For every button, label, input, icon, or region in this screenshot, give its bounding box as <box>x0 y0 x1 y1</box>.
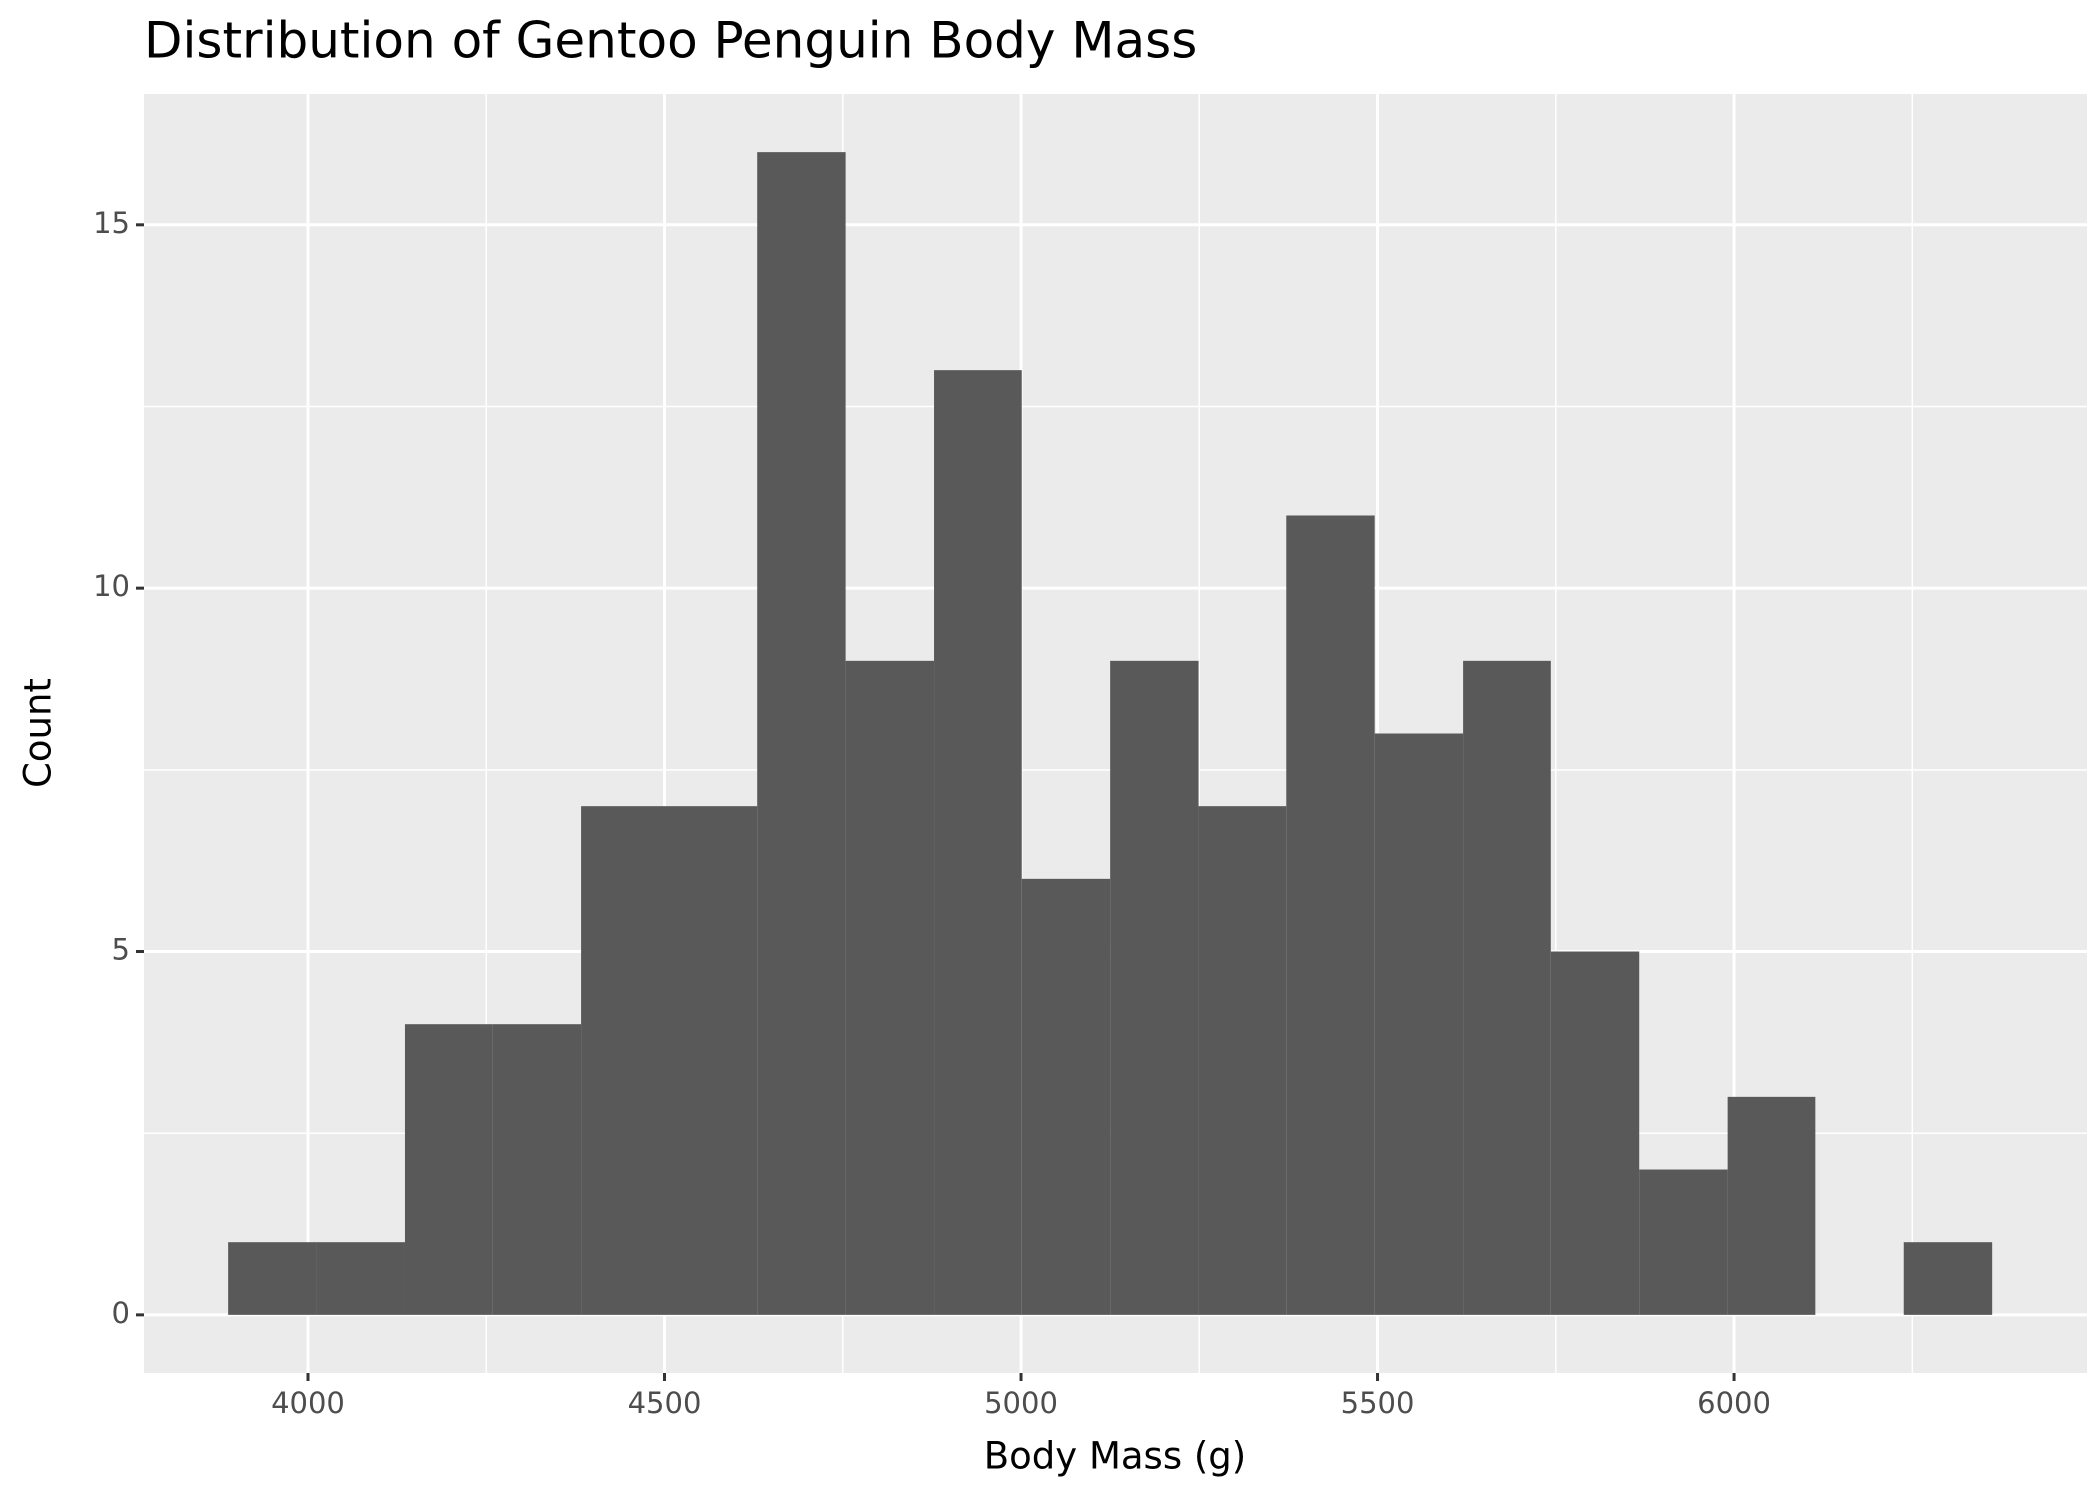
bar <box>669 806 758 1315</box>
bar <box>845 660 935 1315</box>
bar <box>1110 660 1199 1315</box>
bar <box>1021 878 1111 1315</box>
y-tick-label: 5 <box>112 933 130 967</box>
bars <box>228 152 1993 1315</box>
y-axis-title: Count <box>17 678 60 788</box>
bar <box>581 806 670 1315</box>
bar <box>1463 660 1551 1315</box>
bar <box>1198 806 1287 1315</box>
y-tick-label: 10 <box>93 569 130 603</box>
bar <box>757 152 846 1315</box>
bar <box>1727 1096 1816 1315</box>
bar <box>228 1242 317 1315</box>
x-tick-label: 5500 <box>1341 1386 1415 1420</box>
x-axis-title: Body Mass (g) <box>984 1435 1246 1478</box>
x-tick-label: 6000 <box>1697 1386 1771 1420</box>
bar <box>492 1024 582 1315</box>
bar <box>1286 515 1375 1315</box>
bar <box>1550 951 1640 1315</box>
x-tick-label: 4000 <box>271 1386 345 1420</box>
bar <box>316 1242 405 1315</box>
x-tick-label: 4500 <box>628 1386 702 1420</box>
bar <box>1903 1242 1993 1315</box>
x-tick-label: 5000 <box>984 1386 1058 1420</box>
bar <box>1639 1169 1728 1315</box>
bar <box>404 1024 493 1315</box>
y-tick-label: 0 <box>112 1296 130 1330</box>
y-tick-label: 15 <box>93 206 130 240</box>
axes: 0 5 10 15 4000 4500 5000 5500 6000 <box>93 206 1771 1420</box>
bar <box>1374 733 1464 1315</box>
bar <box>934 370 1022 1315</box>
chart-title: Distribution of Gentoo Penguin Body Mass <box>144 12 1197 70</box>
